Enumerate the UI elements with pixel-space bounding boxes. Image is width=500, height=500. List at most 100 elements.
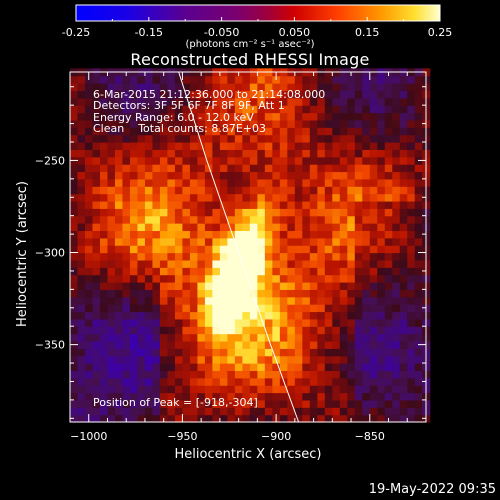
- heatmap-cell: [99, 304, 109, 313]
- heatmap-cell: [294, 377, 303, 386]
- heatmap-cell: [279, 340, 288, 349]
- heatmap-cell: [204, 230, 213, 239]
- heatmap-cell: [279, 296, 288, 305]
- heatmap-cell: [317, 164, 326, 173]
- heatmap-cell: [167, 363, 176, 372]
- heatmap-cell: [317, 304, 326, 313]
- heatmap-cell: [354, 186, 363, 195]
- heatmap-cell: [392, 326, 401, 335]
- peak-position-annotation: Position of Peak = [-918,-304]: [93, 396, 258, 409]
- heatmap-cell: [212, 134, 221, 143]
- heatmap-cell: [219, 340, 228, 349]
- heatmap-cell: [287, 237, 296, 246]
- plot-title: Reconstructed RHESSI Image: [130, 50, 370, 69]
- heatmap-cell: [212, 112, 221, 121]
- heatmap-cell: [174, 363, 184, 372]
- heatmap-cell: [114, 399, 124, 408]
- heatmap-cell: [84, 348, 94, 357]
- heatmap-cell: [114, 193, 124, 202]
- heatmap-cell: [354, 156, 363, 165]
- heatmap-cell: [264, 340, 273, 349]
- heatmap-cell: [399, 414, 408, 423]
- heatmap-cell: [84, 392, 94, 401]
- heatmap-cell: [159, 75, 169, 84]
- heatmap-cell: [302, 385, 311, 394]
- heatmap-cell: [242, 414, 251, 423]
- heatmap-cell: [204, 355, 213, 364]
- heatmap-cell: [317, 318, 326, 327]
- heatmap-cell: [159, 245, 169, 254]
- heatmap-cell: [167, 223, 176, 232]
- heatmap-cell: [122, 230, 131, 239]
- heatmap-cell: [354, 252, 363, 261]
- heatmap-cell: [384, 75, 393, 84]
- heatmap-cell: [137, 223, 146, 232]
- heatmap-cell: [159, 296, 169, 305]
- heatmap-cell: [129, 127, 139, 136]
- heatmap-cell: [354, 296, 363, 305]
- heatmap-cell: [227, 407, 236, 416]
- heatmap-cell: [107, 311, 116, 320]
- heatmap-cell: [234, 156, 243, 165]
- heatmap-cell: [332, 90, 341, 99]
- heatmap-cell: [174, 259, 184, 268]
- heatmap-cell: [407, 75, 416, 84]
- heatmap-cell: [174, 105, 184, 114]
- heatmap-cell: [242, 193, 251, 202]
- heatmap-cell: [414, 230, 423, 239]
- heatmap-cell: [249, 90, 258, 99]
- heatmap-cell: [227, 230, 236, 239]
- heatmap-cell: [204, 259, 213, 268]
- heatmap-cell: [392, 156, 401, 165]
- heatmap-cell: [347, 171, 356, 180]
- heatmap-cell: [264, 245, 273, 254]
- heatmap-cell: [399, 259, 408, 268]
- heatmap-cell: [152, 274, 161, 283]
- heatmap-cell: [407, 355, 416, 364]
- heatmap-cell: [107, 326, 116, 335]
- heatmap-cell: [362, 171, 371, 180]
- heatmap-cell: [392, 119, 401, 128]
- heatmap-cell: [272, 119, 281, 128]
- heatmap-cell: [122, 355, 131, 364]
- heatmap-cell: [144, 259, 154, 268]
- heatmap-cell: [317, 363, 326, 372]
- heatmap-cell: [339, 237, 348, 246]
- heatmap-cell: [242, 237, 251, 246]
- heatmap-cell: [197, 282, 206, 290]
- heatmap-cell: [317, 245, 326, 254]
- heatmap-cell: [99, 296, 109, 305]
- heatmap-cell: [392, 223, 401, 232]
- heatmap-cell: [407, 90, 416, 99]
- heatmap-cell: [122, 186, 131, 195]
- heatmap-cell: [84, 237, 94, 246]
- heatmap-cell: [309, 171, 318, 180]
- x-tick-label: −900: [261, 430, 291, 443]
- heatmap-cell: [174, 200, 184, 209]
- heatmap-cell: [197, 377, 206, 386]
- heatmap-cell: [354, 385, 363, 394]
- heatmap-cell: [347, 311, 356, 320]
- heatmap-cell: [377, 407, 386, 416]
- heatmap-cell: [92, 75, 101, 84]
- heatmap-cell: [399, 348, 408, 357]
- heatmap-cell: [339, 134, 348, 143]
- heatmap-cell: [369, 97, 378, 106]
- heatmap-cell: [242, 311, 251, 320]
- heatmap-cell: [362, 97, 371, 106]
- heatmap-cell: [227, 399, 236, 408]
- heatmap-cell: [362, 215, 371, 224]
- heatmap-cell: [159, 348, 169, 357]
- heatmap-cell: [92, 318, 101, 327]
- heatmap-cell: [182, 333, 191, 342]
- heatmap-cell: [114, 259, 124, 268]
- heatmap-cell: [332, 289, 341, 298]
- heatmap-cell: [399, 385, 408, 394]
- heatmap-cell: [377, 414, 386, 423]
- heatmap-cell: [144, 296, 154, 305]
- heatmap-cell: [70, 363, 79, 372]
- heatmap-cell: [302, 304, 311, 313]
- heatmap-cell: [354, 200, 363, 209]
- heatmap-cell: [407, 215, 416, 224]
- heatmap-cell: [407, 289, 416, 298]
